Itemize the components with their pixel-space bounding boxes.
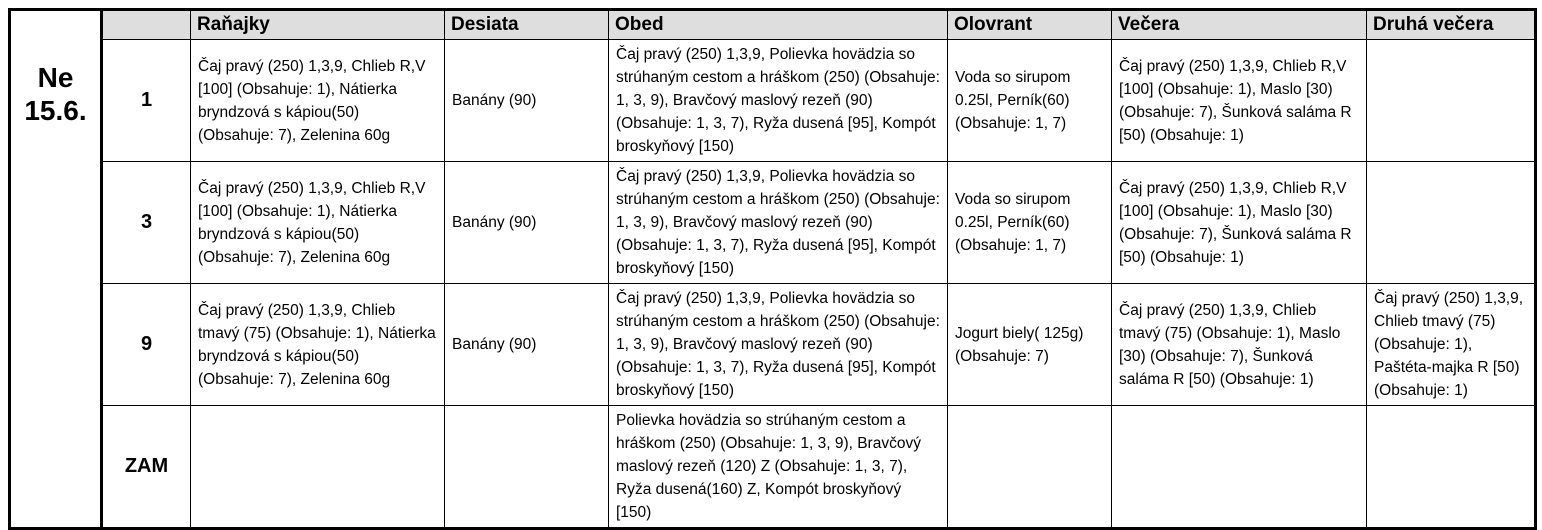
meal-cell-desiata xyxy=(444,405,609,529)
meal-cell-ranajky: Čaj pravý (250) 1,3,9, Chlieb R,V [100] … xyxy=(190,39,445,162)
meal-cell-obed: Čaj pravý (250) 1,3,9, Polievka hovädzia… xyxy=(608,283,948,406)
meal-cell-olovrant: Voda so sirupom 0.25l, Perník(60) (Obsah… xyxy=(947,161,1112,284)
meal-cell-druha-vecera xyxy=(1366,161,1536,284)
header-desiata: Desiata xyxy=(444,9,609,40)
meal-cell-druha-vecera xyxy=(1366,39,1536,162)
day-abbr: Ne xyxy=(37,62,74,93)
header-olovrant: Olovrant xyxy=(947,9,1112,40)
header-obed: Obed xyxy=(608,9,948,40)
meal-cell-ranajky: Čaj pravý (250) 1,3,9, Chlieb R,V [100] … xyxy=(190,161,445,284)
day-cell: Ne 15.6. xyxy=(9,9,103,529)
diet-row-9: 9 Čaj pravý (250) 1,3,9, Chlieb tmavý (7… xyxy=(10,283,1536,406)
meal-cell-olovrant: Jogurt biely( 125g) (Obsahuje: 7) xyxy=(947,283,1112,406)
header-row: Ne 15.6. Raňajky Desiata Obed Olovrant V… xyxy=(9,9,1536,529)
meal-cell-obed: Čaj pravý (250) 1,3,9, Polievka hovädzia… xyxy=(608,39,948,162)
meal-cell-vecera: Čaj pravý (250) 1,3,9, Chlieb R,V [100] … xyxy=(1111,161,1367,284)
meal-cell-olovrant: Voda so sirupom 0.25l, Perník(60) (Obsah… xyxy=(947,39,1112,162)
meal-cell-olovrant xyxy=(947,405,1112,529)
menu-page: Ne 15.6. Raňajky Desiata Obed Olovrant V… xyxy=(8,8,1537,530)
diet-row-3: 3 Čaj pravý (250) 1,3,9, Chlieb R,V [100… xyxy=(10,161,1536,284)
diet-label: 3 xyxy=(101,161,191,284)
meal-cell-vecera: Čaj pravý (250) 1,3,9, Chlieb tmavý (75)… xyxy=(1111,283,1367,406)
meal-cell-vecera xyxy=(1111,405,1367,529)
header-vecera: Večera xyxy=(1111,9,1367,40)
diet-label: 9 xyxy=(101,283,191,406)
meal-cell-obed: Čaj pravý (250) 1,3,9, Polievka hovädzia… xyxy=(608,161,948,284)
meal-cell-desiata: Banány (90) xyxy=(444,283,609,406)
corner-header-cell xyxy=(101,9,191,40)
meal-cell-vecera: Čaj pravý (250) 1,3,9, Chlieb R,V [100] … xyxy=(1111,39,1367,162)
meal-cell-ranajky xyxy=(190,405,445,529)
meal-cell-desiata: Banány (90) xyxy=(444,161,609,284)
meal-cell-druha-vecera xyxy=(1366,405,1536,529)
meal-cell-obed: Polievka hovädzia so strúhaným cestom a … xyxy=(608,405,948,529)
meal-cell-ranajky: Čaj pravý (250) 1,3,9, Chlieb tmavý (75)… xyxy=(190,283,445,406)
diet-label: ZAM xyxy=(101,405,191,529)
diet-label: 1 xyxy=(101,39,191,162)
header-druha-vecera: Druhá večera xyxy=(1366,9,1536,40)
day-date: 15.6. xyxy=(24,95,87,126)
diet-row-1: 1 Čaj pravý (250) 1,3,9, Chlieb R,V [100… xyxy=(10,39,1536,162)
meal-cell-desiata: Banány (90) xyxy=(444,39,609,162)
daily-menu-table: Ne 15.6. Raňajky Desiata Obed Olovrant V… xyxy=(8,8,1537,530)
header-ranajky: Raňajky xyxy=(190,9,445,40)
meal-cell-druha-vecera: Čaj pravý (250) 1,3,9, Chlieb tmavý (75)… xyxy=(1366,283,1536,406)
diet-row-zam: ZAM Polievka hovädzia so strúhaným cesto… xyxy=(10,405,1536,529)
